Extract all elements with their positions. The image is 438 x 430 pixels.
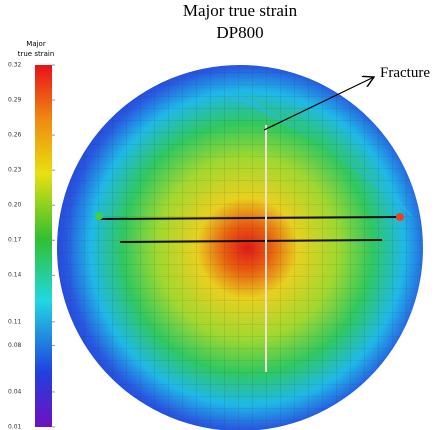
tick-label: 0.17 <box>8 237 22 244</box>
tick-label: 0.14 <box>8 272 22 279</box>
tick-label: 0.26 <box>8 132 22 139</box>
subtitle: DP800 <box>216 23 263 42</box>
title: Major true strain <box>183 1 298 20</box>
tick-label: 0.29 <box>8 97 22 104</box>
colorbar <box>35 65 52 427</box>
colorbar-ticks: 0.32 0.29 0.26 0.23 0.20 0.17 0.14 0.11 0.08 0.04… <box>8 62 55 430</box>
tick-label: 0.08 <box>8 342 22 349</box>
colorbar-label: Major <box>26 40 46 48</box>
tick-label: 0.04 <box>8 388 22 395</box>
tick-label: 0.01 <box>8 424 22 430</box>
tick-label: 0.23 <box>8 167 22 174</box>
strain-map <box>57 65 423 430</box>
tick-label: 0.11 <box>8 318 22 325</box>
colorbar-label: true strain <box>18 50 55 58</box>
tick-label: 0.32 <box>8 62 22 69</box>
tick-label: 0.20 <box>8 202 22 209</box>
annotation: Fracture <box>380 65 430 81</box>
